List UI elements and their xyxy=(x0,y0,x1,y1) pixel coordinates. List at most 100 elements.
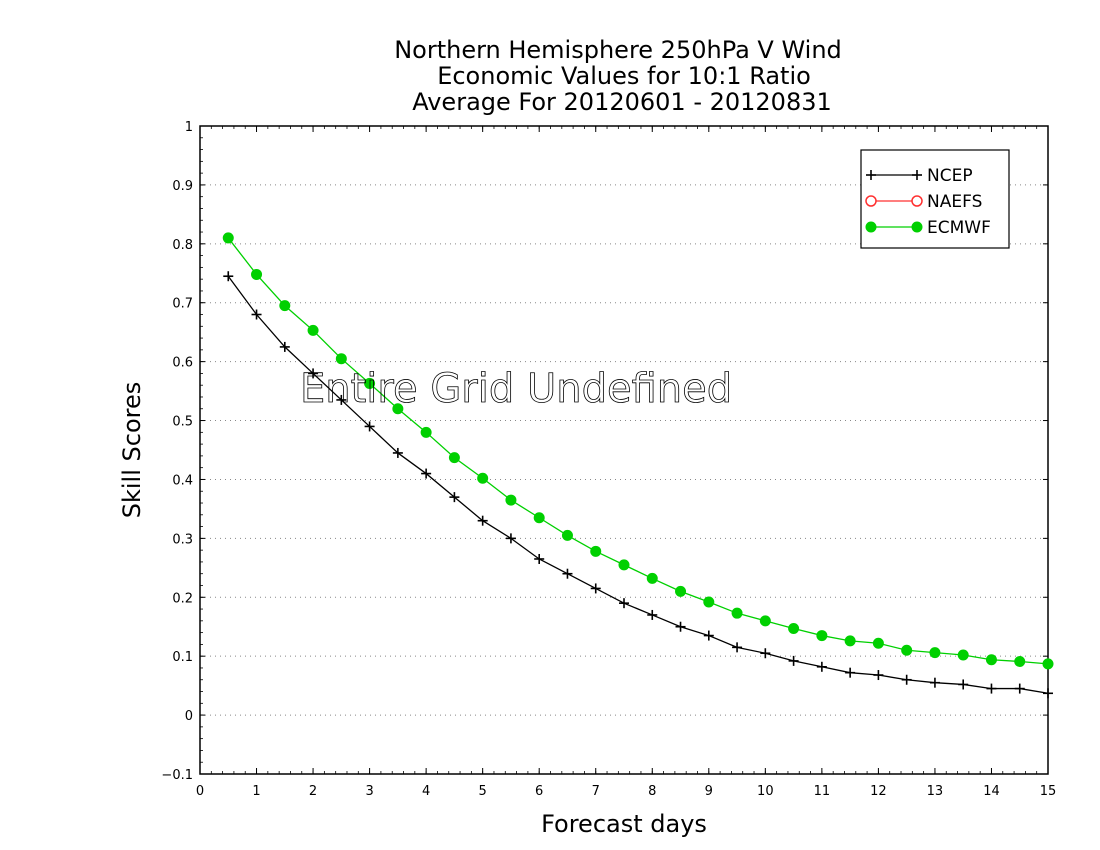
ecmwf-point xyxy=(335,353,347,365)
x-tick-label: 0 xyxy=(196,784,204,799)
ecmwf-point xyxy=(307,324,319,336)
chart-title-line-3: Average For 20120601 - 20120831 xyxy=(412,88,832,116)
legend-box xyxy=(860,149,1010,249)
x-tick-label: 15 xyxy=(1040,784,1057,799)
y-tick-label: 0.1 xyxy=(172,650,193,665)
ecmwf-point xyxy=(731,607,743,619)
ncep-point xyxy=(901,674,912,685)
y-tick-label: 1 xyxy=(185,120,193,135)
ncep-point xyxy=(675,621,686,632)
ecmwf-point xyxy=(477,472,489,484)
y-tick-label: 0 xyxy=(185,709,193,724)
x-tick-label: 7 xyxy=(592,784,600,799)
legend-label-naefs: NAEFS xyxy=(927,192,982,212)
y-tick-label: 0.4 xyxy=(172,473,193,488)
ecmwf-point xyxy=(646,572,658,584)
x-tick-label: 14 xyxy=(983,784,1000,799)
tick-labels: −0.100.10.20.30.40.50.60.70.80.910 1 2 3 4 5 6… xyxy=(161,120,1056,799)
legend-item-ecmwf: ECMWF xyxy=(865,218,991,238)
ncep-point xyxy=(760,648,771,659)
y-tick-label: 0.7 xyxy=(172,297,193,312)
legend-swatch-marker xyxy=(911,195,923,207)
x-tick-label: 11 xyxy=(814,784,831,799)
x-tick-label: 13 xyxy=(927,784,944,799)
ncep-point xyxy=(223,271,234,282)
x-tick-label: 1 xyxy=(252,784,260,799)
ncep-point xyxy=(392,447,403,458)
ncep-point xyxy=(534,553,545,564)
legend-swatch-marker xyxy=(865,195,877,207)
ecmwf-point xyxy=(675,585,687,597)
ncep-point xyxy=(449,492,460,503)
x-tick-label: 9 xyxy=(705,784,713,799)
ecmwf-point xyxy=(279,300,291,312)
ecmwf-point xyxy=(505,494,517,506)
y-tick-label: 0.9 xyxy=(172,179,193,194)
ecmwf-point xyxy=(985,654,997,666)
ecmwf-point xyxy=(533,512,545,524)
x-tick-label: 6 xyxy=(535,784,543,799)
chart-title-line-2: Economic Values for 10:1 Ratio xyxy=(437,62,811,90)
ncep-point xyxy=(986,683,997,694)
legend-swatch-marker xyxy=(865,221,877,233)
ecmwf-point xyxy=(929,647,941,659)
legend-item-ncep: NCEP xyxy=(866,166,973,186)
series xyxy=(222,232,1054,699)
x-tick-label: 3 xyxy=(365,784,373,799)
ncep-point xyxy=(590,583,601,594)
series-ecmwf xyxy=(222,232,1054,670)
ecmwf-line xyxy=(227,237,1049,665)
ncep-point xyxy=(336,394,347,405)
ncep-point xyxy=(816,661,827,672)
ecmwf-point xyxy=(561,529,573,541)
series-ncep xyxy=(223,271,1053,699)
undefined-grid-annotation: Entire Grid Undefined xyxy=(300,366,732,412)
axes xyxy=(199,125,1049,775)
ncep-point xyxy=(703,630,714,641)
legend-swatch-marker xyxy=(911,221,923,233)
legend-swatch-marker xyxy=(866,170,876,180)
ecmwf-point xyxy=(872,637,884,649)
legend-label-ncep: NCEP xyxy=(927,166,973,186)
ecmwf-point xyxy=(816,630,828,642)
y-tick-label: 0.5 xyxy=(172,415,193,430)
legend-swatch-marker xyxy=(912,170,922,180)
ncep-point xyxy=(1014,683,1025,694)
ncep-point xyxy=(251,309,262,320)
ncep-point xyxy=(788,655,799,666)
ecmwf-point xyxy=(759,615,771,627)
chart-title-line-1: Northern Hemisphere 250hPa V Wind xyxy=(394,36,842,64)
ncep-point xyxy=(958,679,969,690)
ncep-point xyxy=(873,670,884,681)
ecmwf-point xyxy=(448,452,460,464)
ncep-point xyxy=(279,341,290,352)
ecmwf-point xyxy=(957,649,969,661)
ncep-point xyxy=(732,642,743,653)
y-tick-label: 0.2 xyxy=(172,591,193,606)
ecmwf-point xyxy=(251,268,263,280)
x-tick-label: 10 xyxy=(757,784,774,799)
ecmwf-point xyxy=(1014,655,1026,667)
ncep-line xyxy=(227,275,1049,694)
ecmwf-point xyxy=(420,426,432,438)
ecmwf-point xyxy=(392,403,404,415)
x-tick-label: 12 xyxy=(870,784,887,799)
legend: NCEP NAEFS ECMWF xyxy=(860,149,1010,249)
ncep-point xyxy=(364,421,375,432)
ncep-point xyxy=(477,515,488,526)
y-tick-label: 0.6 xyxy=(172,356,193,371)
ecmwf-point xyxy=(703,596,715,608)
chart-title: Northern Hemisphere 250hPa V Wind Econom… xyxy=(394,36,842,116)
ecmwf-point xyxy=(364,377,376,389)
legend-item-naefs: NAEFS xyxy=(865,192,982,212)
legend-label-ecmwf: ECMWF xyxy=(927,218,991,238)
plot-frame xyxy=(199,125,1049,775)
ncep-point xyxy=(505,533,516,544)
ncep-point xyxy=(845,667,856,678)
x-tick-label: 4 xyxy=(422,784,430,799)
x-tick-label: 5 xyxy=(479,784,487,799)
x-axis-label: Forecast days xyxy=(541,810,707,838)
x-tick-label: 8 xyxy=(648,784,656,799)
ncep-point xyxy=(1043,688,1053,699)
